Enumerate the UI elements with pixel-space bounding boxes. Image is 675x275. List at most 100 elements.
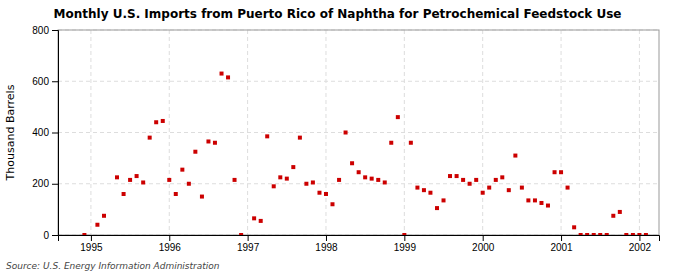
point: [350, 161, 354, 165]
point: [233, 178, 237, 182]
x-axis: 19951996199719981999200020012002: [59, 235, 660, 253]
chart-svg: 1995199619971998199920002001200202004006…: [0, 0, 675, 275]
point: [272, 184, 276, 188]
y-axis: 0 200 400 600 800: [32, 25, 58, 241]
point: [422, 188, 426, 192]
y-tick-mark: [52, 235, 58, 236]
y-tick-label: 0: [43, 230, 49, 241]
x-tick-mark: [91, 235, 92, 241]
chart-container: 1995199619971998199920002001200202004006…: [0, 0, 675, 275]
source-note: Source: U.S. Energy Information Administ…: [6, 261, 220, 271]
point: [461, 178, 465, 182]
point: [317, 191, 321, 195]
grid-line-x: [247, 30, 248, 235]
point: [468, 182, 472, 186]
points: [82, 72, 648, 235]
title: Monthly U.S. Imports from Puerto Rico of…: [54, 7, 622, 21]
point: [553, 170, 557, 174]
point: [95, 223, 99, 227]
point: [579, 233, 583, 235]
point: [128, 178, 132, 182]
point: [174, 192, 178, 196]
point: [82, 233, 86, 235]
point: [213, 141, 217, 145]
x-tick: 1999: [394, 235, 417, 253]
point: [487, 186, 491, 190]
point: [474, 178, 478, 182]
point: [592, 233, 596, 235]
point: [259, 219, 263, 223]
grid-line-y: [58, 183, 659, 184]
x-tick-mark: [248, 235, 249, 241]
point: [448, 174, 452, 178]
point: [161, 119, 165, 123]
y-tick-label: 800: [32, 25, 49, 36]
point: [481, 191, 485, 195]
grid: [58, 30, 659, 235]
x-tick-label: 2002: [629, 242, 652, 253]
y-tick-mark: [52, 81, 58, 82]
point: [409, 141, 413, 145]
point: [324, 192, 328, 196]
x-tick-mark: [483, 235, 484, 241]
point: [402, 233, 406, 235]
point: [500, 175, 504, 179]
point: [220, 72, 224, 76]
point: [435, 206, 439, 210]
y-tick-mark: [52, 133, 58, 134]
y-tick-label: 600: [32, 76, 49, 87]
x-tick-mark: [404, 235, 405, 241]
point: [291, 165, 295, 169]
point: [252, 216, 256, 220]
point: [102, 214, 106, 218]
y-tick-mark: [52, 184, 58, 185]
point: [285, 177, 289, 181]
point: [598, 233, 602, 235]
point: [507, 188, 511, 192]
x-tick-label: 1999: [394, 242, 417, 253]
x-tick: 2001: [550, 235, 573, 253]
point: [644, 233, 648, 235]
y-tick: 200: [32, 178, 58, 189]
x-tick-mark: [561, 235, 562, 241]
point: [618, 210, 622, 214]
point: [193, 150, 197, 154]
y-tick: 0: [43, 230, 58, 241]
point: [311, 180, 315, 184]
point: [624, 233, 628, 235]
plot-frame: [58, 30, 659, 235]
point: [585, 233, 589, 235]
point: [187, 182, 191, 186]
point: [637, 233, 641, 235]
point: [396, 115, 400, 119]
point: [239, 233, 243, 235]
point: [376, 178, 380, 182]
point: [442, 198, 446, 202]
point: [631, 233, 635, 235]
point: [526, 198, 530, 202]
grid-line-x: [639, 30, 640, 235]
point: [148, 136, 152, 140]
x-tick-label: 1998: [315, 242, 338, 253]
point: [135, 174, 139, 178]
point: [546, 204, 550, 208]
point: [304, 182, 308, 186]
x-tick-mark: [639, 235, 640, 241]
point: [357, 170, 361, 174]
point: [513, 154, 517, 158]
point: [226, 75, 230, 79]
point: [389, 141, 393, 145]
point: [154, 120, 158, 124]
point: [611, 214, 615, 218]
point: [278, 175, 282, 179]
point: [141, 180, 145, 184]
x-tick: 1996: [159, 235, 182, 253]
point: [122, 192, 126, 196]
point: [370, 177, 374, 181]
point: [428, 191, 432, 195]
x-tick-mark: [326, 235, 327, 241]
y-tick: 400: [32, 127, 58, 138]
x-axis-line: [59, 236, 660, 242]
point: [200, 195, 204, 199]
x-tick-label: 1995: [80, 242, 103, 253]
